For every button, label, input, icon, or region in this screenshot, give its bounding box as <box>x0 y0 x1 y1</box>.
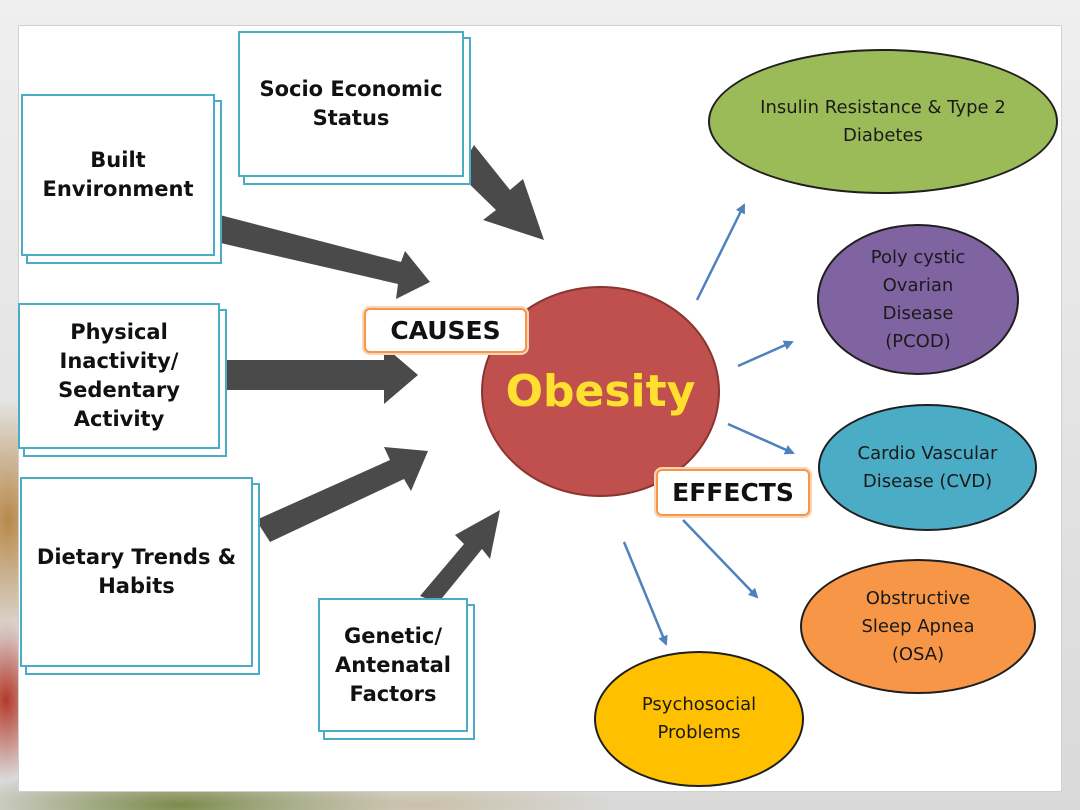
effects-label: EFFECTS <box>656 469 810 516</box>
arrow-to-osa <box>682 519 759 599</box>
cause-box-dietary-trends: Dietary Trends & Habits <box>20 477 253 667</box>
effect-arrows <box>622 203 795 646</box>
effect-oval-psychosocial: Psychosocial Problems <box>594 651 804 787</box>
effect-oval-insulin-resistance: Insulin Resistance & Type 2 Diabetes <box>708 49 1058 194</box>
effect-oval-cvd: Cardio Vascular Disease (CVD) <box>818 404 1037 531</box>
effect-oval-pcod: Poly cystic Ovarian Disease (PCOD) <box>817 224 1019 375</box>
arrow-dietary-to-obesity <box>256 447 428 542</box>
effect-oval-osa: Obstructive Sleep Apnea (OSA) <box>800 559 1036 694</box>
arrow-built-to-obesity <box>212 214 430 299</box>
causes-label: CAUSES <box>364 308 527 353</box>
cause-box-genetic-antenatal: Genetic/ Antenatal Factors <box>318 598 468 732</box>
cause-box-built-environment: Built Environment <box>21 94 215 256</box>
cause-arrows <box>212 145 544 603</box>
arrow-socio-to-obesity <box>458 145 544 240</box>
cause-box-physical-inactivity: Physical Inactivity/ Sedentary Activity <box>18 303 220 449</box>
arrow-to-psychosocial <box>622 541 668 646</box>
arrow-to-insulin <box>695 203 746 301</box>
cause-box-socio-economic: Socio Economic Status <box>238 31 464 177</box>
arrow-to-pcod <box>737 340 794 368</box>
arrow-genetic-to-obesity <box>420 510 500 603</box>
arrow-to-cvd <box>727 422 795 455</box>
arrow-physical-to-obesity <box>221 346 418 404</box>
